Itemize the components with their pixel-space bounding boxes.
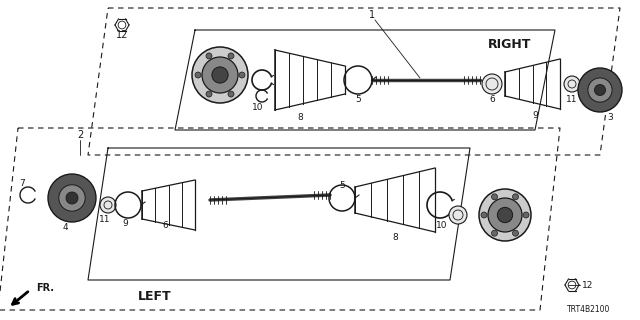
Circle shape: [497, 207, 513, 223]
Circle shape: [59, 185, 85, 211]
Text: 11: 11: [99, 215, 111, 225]
Text: 7: 7: [19, 179, 25, 188]
Circle shape: [479, 189, 531, 241]
Text: 10: 10: [436, 220, 448, 229]
Circle shape: [212, 67, 228, 83]
Text: FR.: FR.: [36, 283, 54, 293]
Circle shape: [192, 47, 248, 103]
Text: 9: 9: [532, 110, 538, 119]
Circle shape: [488, 198, 522, 232]
Text: LEFT: LEFT: [138, 290, 172, 302]
Circle shape: [513, 230, 518, 236]
Text: 5: 5: [355, 95, 361, 105]
Text: 12: 12: [116, 30, 128, 40]
Circle shape: [195, 72, 201, 78]
Circle shape: [578, 68, 622, 112]
Circle shape: [588, 78, 612, 102]
Text: 11: 11: [566, 95, 578, 105]
Circle shape: [481, 212, 487, 218]
Text: 10: 10: [252, 103, 264, 113]
Circle shape: [595, 84, 605, 95]
Circle shape: [239, 72, 245, 78]
Text: RIGHT: RIGHT: [488, 38, 532, 52]
Text: 12: 12: [582, 281, 594, 290]
Text: 5: 5: [339, 180, 345, 189]
Text: 6: 6: [162, 220, 168, 229]
Circle shape: [492, 194, 497, 200]
Circle shape: [449, 206, 467, 224]
Text: 8: 8: [392, 234, 398, 243]
Circle shape: [206, 53, 212, 59]
Text: 9: 9: [122, 219, 128, 228]
Circle shape: [228, 53, 234, 59]
Circle shape: [492, 230, 497, 236]
Text: 6: 6: [489, 95, 495, 105]
Circle shape: [228, 91, 234, 97]
Circle shape: [202, 57, 238, 93]
Circle shape: [523, 212, 529, 218]
Text: 4: 4: [62, 223, 68, 233]
Circle shape: [100, 197, 116, 213]
Circle shape: [513, 194, 518, 200]
Circle shape: [564, 76, 580, 92]
Circle shape: [48, 174, 96, 222]
Text: 3: 3: [607, 114, 613, 123]
Text: 2: 2: [77, 130, 83, 140]
Circle shape: [482, 74, 502, 94]
Text: 1: 1: [369, 10, 375, 20]
Circle shape: [206, 91, 212, 97]
Circle shape: [66, 192, 78, 204]
Text: 8: 8: [297, 113, 303, 122]
Text: TRT4B2100: TRT4B2100: [566, 306, 610, 315]
